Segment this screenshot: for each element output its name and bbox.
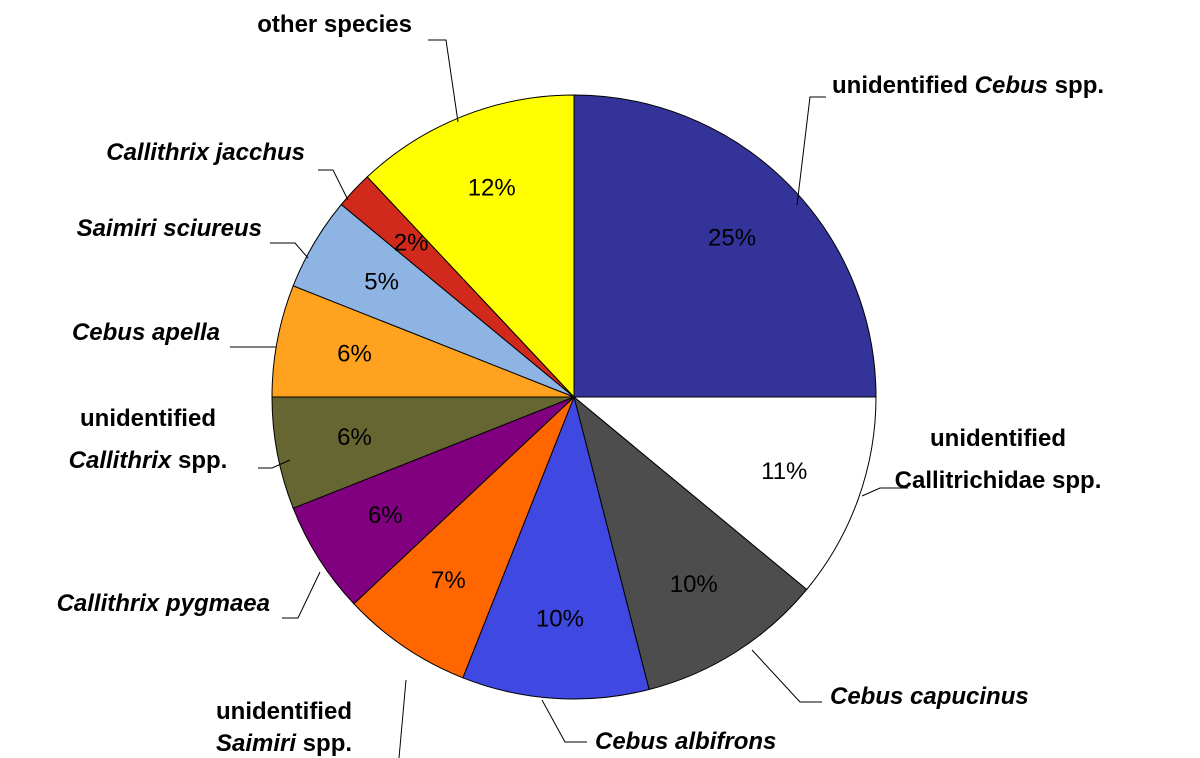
category-label: Cebus capucinus [830,683,1029,710]
label-part: spp. [171,447,227,474]
leader-line [270,242,309,259]
label-part: spp. [1048,72,1104,99]
category-label: Callithrix pygmaea [57,590,270,617]
label-part: Cebus albifrons [595,728,776,755]
pie-slice [462,395,650,700]
label-part: Cebus [975,72,1048,99]
value-label: 7% [431,567,466,594]
pie-slice [573,94,877,398]
value-label: 6% [337,340,372,367]
leader-line [796,96,826,206]
category-label: Callithrix spp. [69,447,228,474]
pie-slice [366,94,575,399]
label-part: Saimiri [216,730,297,757]
label-part: other species [257,11,412,38]
label-part: unidentified [216,698,352,725]
label-part: Cebus apella [72,319,220,346]
pie-slice [573,395,808,691]
label-part: unidentified [930,425,1066,452]
label-part: Callitrichidae spp. [895,467,1102,494]
label-part: Callithrix jacchus [106,139,305,166]
leader-line [258,459,291,469]
value-label: 10% [536,605,584,632]
value-label: 12% [468,175,516,202]
value-label: 5% [364,269,399,296]
value-label: 11% [761,458,807,485]
label-part: Callithrix pygmaea [57,590,270,617]
leader-line [541,699,587,743]
leader-line [861,487,908,497]
category-label: unidentified [930,425,1066,452]
category-label: Callitrichidae spp. [895,467,1102,494]
value-label: 6% [368,502,403,529]
category-label: Cebus albifrons [595,728,776,755]
label-part: unidentified [832,72,975,99]
category-label: unidentified Cebus spp. [832,72,1104,99]
label-part: unidentified [80,405,216,432]
category-label: Saimiri spp. [216,730,352,757]
leader-line [282,571,321,619]
category-label: unidentified [80,405,216,432]
leader-line [428,39,459,123]
label-part: Callithrix [69,447,173,474]
category-label: unidentified [216,698,352,725]
category-label: Callithrix jacchus [106,139,305,166]
label-part: Cebus capucinus [830,683,1029,710]
label-part: spp. [296,730,352,757]
pie-slice [572,396,877,591]
leader-line [398,679,407,758]
value-label: 25% [708,224,756,251]
label-part: Saimiri sciureus [77,215,262,242]
category-label: other species [257,11,412,38]
leader-line [751,649,822,703]
leader-line [318,169,349,201]
pie-slice [353,396,575,679]
category-label: Saimiri sciureus [77,215,262,242]
value-label: 10% [670,571,718,598]
category-label: Cebus apella [72,319,220,346]
value-label: 6% [337,424,372,451]
